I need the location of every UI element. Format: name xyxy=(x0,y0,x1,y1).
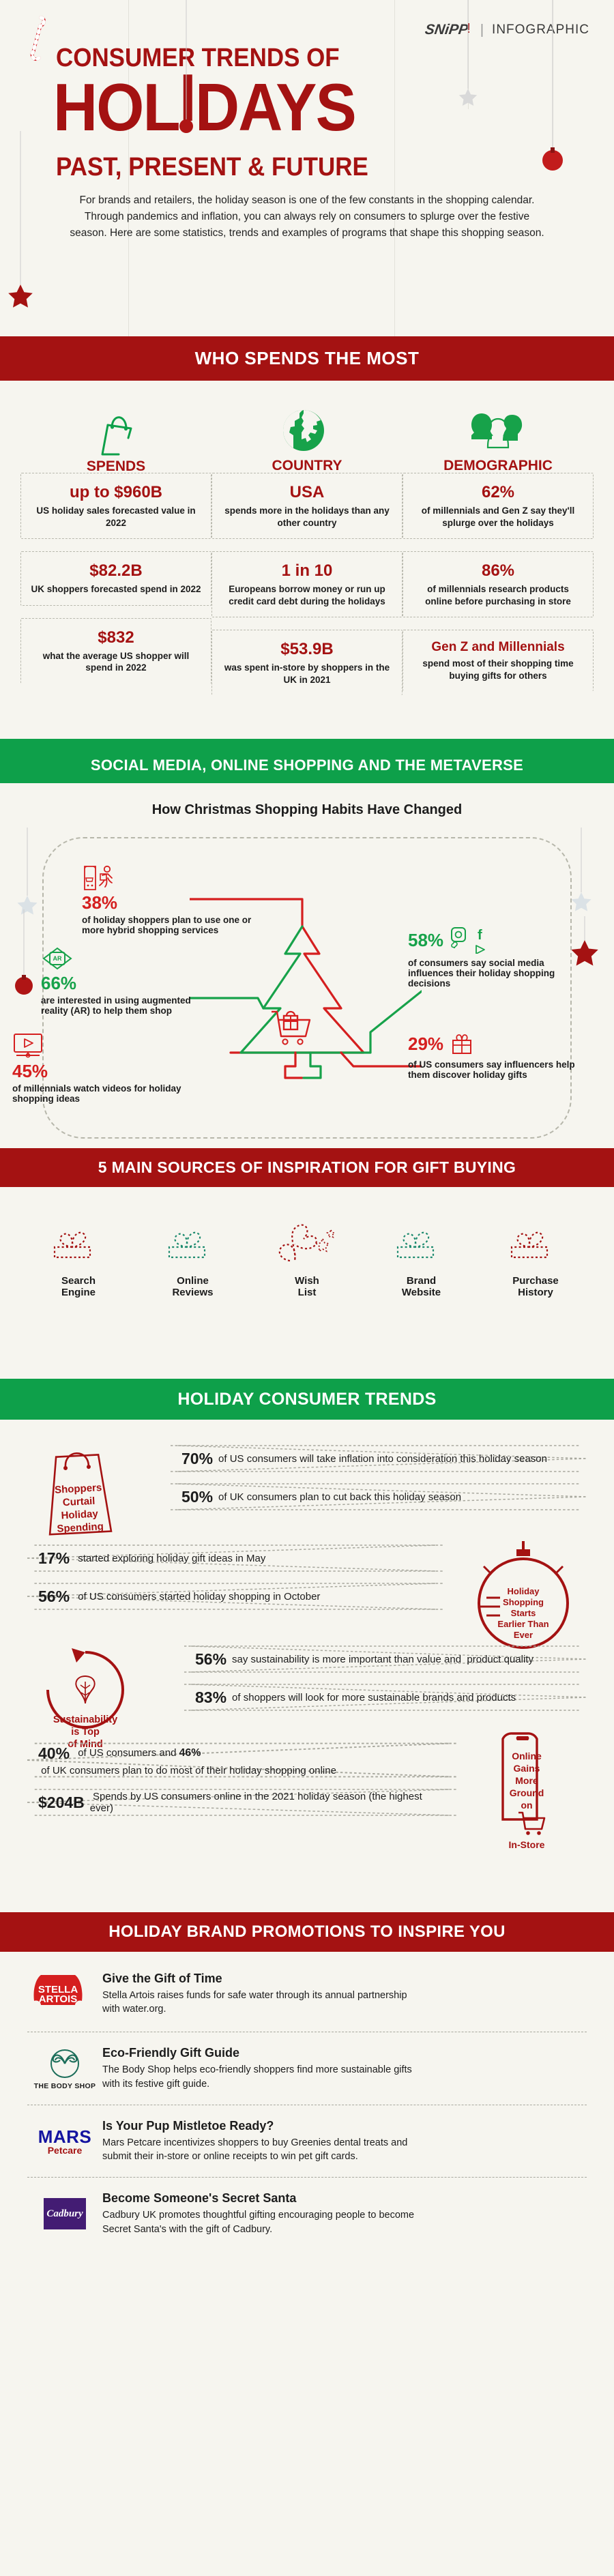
svg-text:AR: AR xyxy=(53,955,62,962)
svg-text:f: f xyxy=(478,928,482,943)
svg-text:ShoppersCurtailHolidaySpending: ShoppersCurtailHolidaySpending xyxy=(55,1482,104,1535)
svg-text:ARTOIS: ARTOIS xyxy=(39,1993,77,2005)
